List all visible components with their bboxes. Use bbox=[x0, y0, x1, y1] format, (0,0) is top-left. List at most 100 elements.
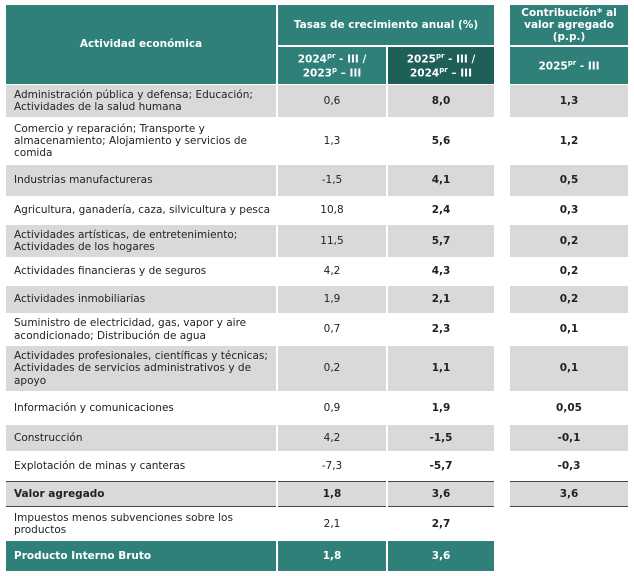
value: 0,6 bbox=[323, 94, 341, 107]
header-cell: 2024pr - III /2023p – III bbox=[278, 47, 386, 84]
activity-name: Valor agregado bbox=[14, 487, 105, 500]
value: 2,7 bbox=[431, 517, 451, 530]
value-cell: -5,7 bbox=[388, 453, 494, 479]
header-part: 2025 bbox=[406, 53, 436, 66]
value-cell: 4,2 bbox=[278, 425, 386, 451]
value: 5,6 bbox=[431, 134, 451, 147]
value-cell: 5,6 bbox=[388, 119, 494, 163]
value-cell: 2,4 bbox=[388, 198, 494, 223]
value: 2,1 bbox=[431, 293, 451, 306]
value: 2,3 bbox=[431, 323, 451, 336]
value-cell: -7,3 bbox=[278, 453, 386, 479]
value-cell: 3,6 bbox=[510, 481, 628, 507]
value-cell: 1,3 bbox=[510, 85, 628, 117]
row-label: Actividades financieras y de seguros bbox=[6, 259, 276, 284]
value: 0,9 bbox=[323, 401, 341, 414]
value-cell: -1,5 bbox=[388, 425, 494, 451]
header-part: pr bbox=[567, 58, 577, 67]
value-cell: 0,2 bbox=[510, 286, 628, 313]
value: -1,5 bbox=[321, 174, 343, 187]
value-cell: 8,0 bbox=[388, 85, 494, 117]
header-part: - III bbox=[576, 60, 600, 73]
row-label: Industrias manufactureras bbox=[6, 165, 276, 196]
header-part: p bbox=[331, 65, 337, 74]
header-part: pr bbox=[435, 51, 445, 60]
row-label: Administración pública y defensa; Educac… bbox=[6, 85, 276, 117]
value-cell: 2,3 bbox=[388, 315, 494, 344]
value-cell: 0,3 bbox=[510, 198, 628, 223]
activity-name: Comercio y reparación; Transporte y alma… bbox=[14, 122, 248, 160]
value: 0,05 bbox=[556, 401, 582, 414]
value-cell: 11,5 bbox=[278, 225, 386, 257]
row-label: Agricultura, ganadería, caza, silvicultu… bbox=[6, 198, 276, 223]
activity-name: Producto Interno Bruto bbox=[14, 549, 152, 562]
value: 2,4 bbox=[431, 204, 451, 217]
row-label: Construcción bbox=[6, 425, 276, 451]
value-cell: 10,8 bbox=[278, 198, 386, 223]
value-cell: -1,5 bbox=[278, 165, 386, 196]
activity-name: Actividades profesionales, científicas y… bbox=[14, 350, 268, 387]
header-part: pr bbox=[326, 51, 336, 60]
value-cell: 4,1 bbox=[388, 165, 494, 196]
header-cell: 2025pr - III /2024pr – III bbox=[388, 47, 494, 84]
header-part: - III / bbox=[444, 53, 476, 66]
value-cell: 0,6 bbox=[278, 85, 386, 117]
value-cell: 0,2 bbox=[510, 259, 628, 284]
activity-name: Actividades financieras y de seguros bbox=[14, 265, 207, 278]
activity-name: Agricultura, ganadería, caza, silvicultu… bbox=[14, 204, 271, 217]
value: 3,6 bbox=[431, 549, 451, 562]
value: 11,5 bbox=[320, 234, 344, 247]
value: 0,1 bbox=[559, 362, 579, 375]
row-label: Valor agregado bbox=[6, 481, 276, 507]
value: 3,6 bbox=[559, 487, 579, 500]
value: 1,3 bbox=[323, 134, 341, 147]
value-cell: 4,2 bbox=[278, 259, 386, 284]
value: -0,1 bbox=[557, 431, 581, 444]
value-cell: 2,1 bbox=[278, 509, 386, 539]
row-label: Explotación de minas y canteras bbox=[6, 453, 276, 479]
value: 4,3 bbox=[431, 265, 451, 278]
activity-name: Construcción bbox=[14, 431, 83, 444]
value: 1,8 bbox=[322, 549, 342, 562]
value-cell: 0,2 bbox=[278, 346, 386, 391]
header-contribution: Contribución* al valor agregado (p.p.) bbox=[521, 6, 617, 44]
value: 1,8 bbox=[322, 487, 342, 500]
row-label: Comercio y reparación; Transporte y alma… bbox=[6, 119, 276, 163]
activity-name: Administración pública y defensa; Educac… bbox=[14, 88, 253, 113]
header-part: – III bbox=[336, 67, 362, 79]
row-label: Actividades profesionales, científicas y… bbox=[6, 346, 276, 391]
value: 0,2 bbox=[559, 265, 579, 278]
header-growth: Tasas de crecimiento anual (%) bbox=[293, 18, 479, 31]
value-cell: 0,05 bbox=[510, 393, 628, 423]
value: 3,6 bbox=[431, 487, 451, 500]
value: 1,1 bbox=[431, 362, 451, 375]
header-part: 2023 bbox=[302, 67, 332, 79]
value: 4,2 bbox=[323, 265, 341, 278]
activity-name: Impuestos menos subvenciones sobre los p… bbox=[14, 511, 233, 536]
activity-name: Actividades artísticas, de entretenimien… bbox=[14, 228, 238, 253]
header-cell: Actividad económica bbox=[6, 5, 276, 84]
value: 1,2 bbox=[559, 134, 579, 147]
activity-name: Actividades inmobiliarias bbox=[14, 293, 146, 306]
header-activity: Actividad económica bbox=[79, 38, 203, 51]
value: 2,1 bbox=[323, 517, 341, 530]
value-cell: 4,3 bbox=[388, 259, 494, 284]
value-cell: 1,9 bbox=[388, 393, 494, 423]
value: 5,7 bbox=[431, 234, 451, 247]
header-part: 2024 bbox=[410, 67, 440, 79]
value-cell: 2,1 bbox=[388, 286, 494, 313]
value: -5,7 bbox=[429, 459, 453, 472]
value-cell: -0,3 bbox=[510, 453, 628, 479]
value-cell: 1,8 bbox=[278, 541, 386, 571]
value-cell: 1,1 bbox=[388, 346, 494, 391]
value: 1,9 bbox=[431, 401, 451, 414]
activity-name: Información y comunicaciones bbox=[14, 401, 174, 414]
header-part: - III / bbox=[335, 53, 367, 66]
value-cell: 0,1 bbox=[510, 315, 628, 344]
value-cell: 0,1 bbox=[510, 346, 628, 391]
row-label: Información y comunicaciones bbox=[6, 393, 276, 423]
value-cell: 0,9 bbox=[278, 393, 386, 423]
header-part: – III bbox=[447, 67, 472, 79]
value: 0,2 bbox=[559, 234, 579, 247]
